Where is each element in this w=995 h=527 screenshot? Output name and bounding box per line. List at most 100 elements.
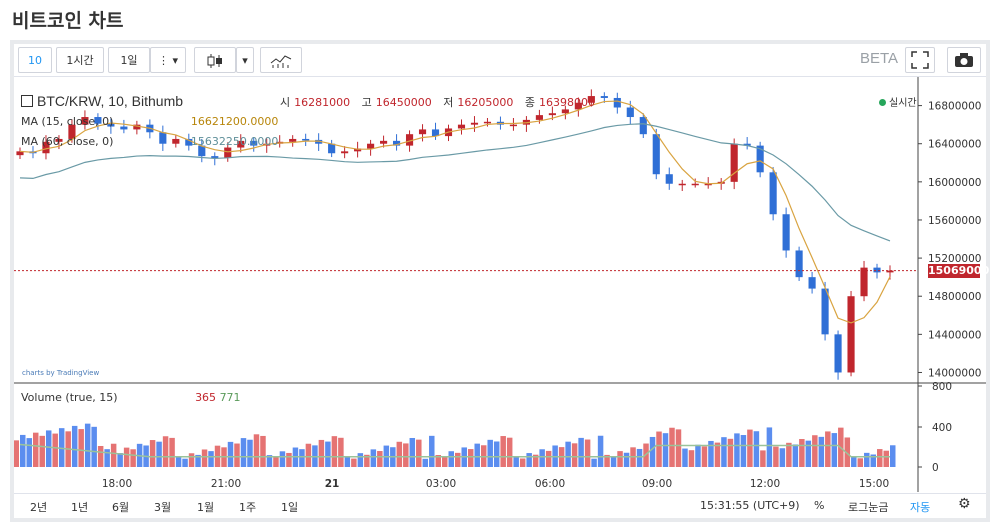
volume-bar <box>506 437 513 467</box>
range-3m-button[interactable]: 3월 <box>154 501 172 514</box>
live-indicator: 실시간 <box>879 94 917 109</box>
range-1d-footer-button[interactable]: 1일 <box>281 501 299 514</box>
volume-bar <box>32 432 39 467</box>
candle-body <box>250 140 258 146</box>
volume-bar <box>610 456 617 467</box>
candle-body <box>418 129 427 135</box>
volume-value-b: 771 <box>219 391 241 404</box>
interval-button[interactable]: 10 <box>18 47 52 73</box>
candle-body <box>678 183 686 186</box>
volume-bar <box>513 456 519 467</box>
volume-bar <box>435 455 442 467</box>
camera-icon[interactable] <box>947 47 981 73</box>
indicators-icon[interactable] <box>260 47 302 73</box>
volume-bar <box>669 427 675 467</box>
range-1h-button[interactable]: 1시간 <box>56 47 104 73</box>
volume-bar <box>234 443 240 467</box>
candle-body <box>873 267 881 273</box>
volume-bar <box>851 456 857 467</box>
candle-body <box>120 126 128 130</box>
volume-bar <box>455 452 461 467</box>
time-tick-label: 09:00 <box>642 478 672 490</box>
volume-bar <box>688 450 695 467</box>
candle-body <box>548 113 556 116</box>
volume-bar <box>208 451 214 467</box>
volume-bar <box>422 458 429 467</box>
volume-bar <box>584 439 591 467</box>
range-2y-button[interactable]: 2년 <box>30 501 48 514</box>
volume-tick-label: 400 <box>932 422 952 434</box>
log-scale-toggle[interactable]: 로그눈금 <box>848 501 889 514</box>
candle-body <box>42 141 50 154</box>
volume-bar <box>467 449 474 467</box>
percent-toggle[interactable]: % <box>814 499 825 512</box>
volume-bar <box>864 452 870 467</box>
volume-bar <box>58 428 65 467</box>
volume-bar <box>877 449 883 467</box>
range-6m-button[interactable]: 6월 <box>112 501 130 514</box>
volume-bar <box>104 449 110 467</box>
range-1d-button[interactable]: 1일 <box>108 47 150 73</box>
volume-bar <box>805 440 812 467</box>
price-chart[interactable]: 16800000 16400000 16000000 15600000 15200000… <box>14 77 986 493</box>
candle-body <box>315 139 323 144</box>
more-menu-button[interactable]: ⋮ ▾ <box>150 47 186 73</box>
candle-body <box>302 138 310 141</box>
ma15-line <box>19 100 891 324</box>
volume-bar <box>792 444 799 467</box>
volume-bar <box>39 435 45 467</box>
volume-bar <box>883 450 889 467</box>
tradingview-label: charts by TradingView <box>22 369 100 377</box>
volume-bar <box>266 455 273 467</box>
ma15-label: MA (15, close, 0) <box>21 115 114 128</box>
volume-bar <box>117 453 123 467</box>
fullscreen-icon[interactable] <box>905 47 935 73</box>
candle-body <box>107 123 115 127</box>
volume-bar <box>812 435 818 467</box>
ma60-value: 15632250.0000 <box>190 135 279 148</box>
volume-bar <box>760 450 766 467</box>
candle-body <box>691 183 699 186</box>
price-tick-label: 16800000 <box>928 101 981 113</box>
candle-body <box>535 115 543 120</box>
symbol-label: BTC/KRW, 10, Bithumb <box>37 93 184 109</box>
auto-scale-toggle[interactable]: 자동 <box>910 501 931 514</box>
time-tick-label: 21 <box>325 478 340 490</box>
volume-bar <box>416 439 422 467</box>
volume-bar <box>604 454 610 467</box>
volume-bar <box>617 451 623 467</box>
candle-body <box>509 124 518 127</box>
volume-bar <box>766 427 773 467</box>
range-1y-button[interactable]: 1년 <box>71 501 89 514</box>
candle-body <box>367 143 375 149</box>
volume-bar <box>727 438 734 467</box>
price-tick-label: 14400000 <box>928 329 981 341</box>
volume-bar <box>682 448 688 467</box>
range-1m-button[interactable]: 1월 <box>197 501 215 514</box>
volume-bar <box>636 448 643 467</box>
volume-bar <box>325 441 331 467</box>
candle-body <box>431 129 440 137</box>
volume-bar <box>357 453 364 467</box>
candle-body <box>172 138 180 144</box>
chart-type-dropdown[interactable]: ▾ <box>236 47 254 73</box>
candle-body <box>328 143 336 154</box>
volume-bar <box>26 438 32 467</box>
candle-body <box>613 97 621 108</box>
volume-bar <box>169 437 175 467</box>
volume-bar <box>188 453 195 467</box>
volume-bar <box>825 431 831 467</box>
volume-bar <box>91 426 97 467</box>
volume-bar <box>338 437 344 467</box>
volume-bar <box>123 447 130 467</box>
settings-gear-icon[interactable]: ⚙ <box>958 496 971 512</box>
volume-bar <box>344 456 351 467</box>
price-tick-label: 14000000 <box>928 367 981 379</box>
volume-label: Volume (true, 15) <box>21 391 118 404</box>
tradingview-logo[interactable]: charts by TradingView <box>22 369 99 377</box>
volume-bar <box>545 450 552 467</box>
candle-body <box>860 267 868 297</box>
range-1w-button[interactable]: 1주 <box>239 501 257 514</box>
candle-type-icon[interactable] <box>194 47 236 73</box>
volume-bar <box>539 449 545 467</box>
